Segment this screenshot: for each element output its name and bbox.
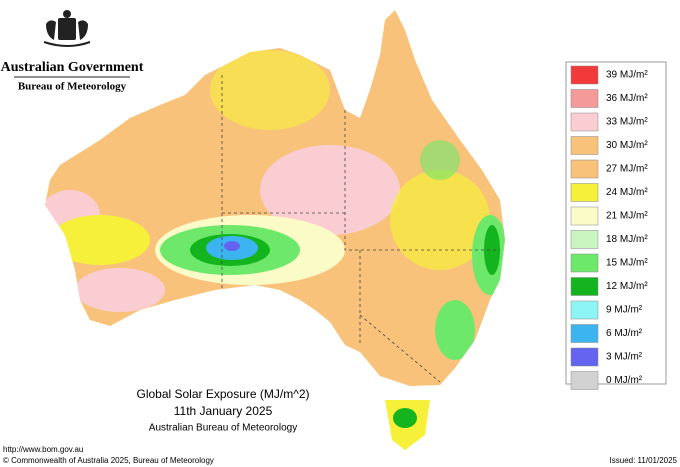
legend-label: 21 MJ/m² [606, 211, 648, 222]
footer-copyright: © Commonwealth of Australia 2025, Bureau… [3, 456, 214, 465]
legend-label: 0 MJ/m² [606, 375, 643, 386]
legend-swatch [570, 112, 599, 132]
legend-swatch [570, 277, 599, 296]
emblem [43, 10, 91, 47]
legend-label: 12 MJ/m² [606, 281, 648, 292]
legend-swatch [570, 324, 599, 343]
bureau-name: Bureau of Meteorology [18, 81, 127, 93]
legend-swatch [570, 65, 599, 85]
legend-swatch [570, 253, 599, 273]
footer-url: http://www.bom.gov.au [3, 445, 83, 454]
legend-label: 15 MJ/m² [606, 258, 648, 269]
legend-label: 18 MJ/m² [606, 234, 648, 245]
caption-title: Global Solar Exposure (MJ/m^2) [136, 387, 309, 401]
legend-swatch [570, 347, 599, 367]
legend-label: 30 MJ/m² [606, 140, 648, 151]
legend-swatch [570, 136, 599, 155]
legend-label: 36 MJ/m² [606, 93, 648, 104]
legend-swatch [570, 300, 599, 320]
legend-swatch [570, 159, 599, 179]
legend-label: 27 MJ/m² [606, 164, 648, 175]
legend-label: 6 MJ/m² [606, 328, 643, 339]
legend-swatch [570, 230, 599, 249]
legend-label: 3 MJ/m² [606, 352, 643, 363]
legend-label: 33 MJ/m² [606, 117, 648, 128]
legend-swatch [570, 371, 599, 390]
legend-swatch [570, 183, 599, 202]
legend-label: 9 MJ/m² [606, 305, 643, 316]
caption-date: 11th January 2025 [174, 404, 273, 418]
footer-issued: Issued: 11/01/2025 [610, 456, 678, 465]
legend: 39 MJ/m² 36 MJ/m² 33 MJ/m² 30 MJ/m² 27 MJ/m²… [565, 61, 667, 390]
caption-source: Australian Bureau of Meteorology [149, 423, 297, 434]
government-name: Australian Government [1, 60, 144, 75]
legend-label: 39 MJ/m² [606, 70, 648, 81]
state-borders [221, 75, 500, 383]
legend-label: 24 MJ/m² [606, 187, 648, 198]
legend-swatch [570, 206, 599, 226]
legend-swatch [570, 89, 599, 108]
